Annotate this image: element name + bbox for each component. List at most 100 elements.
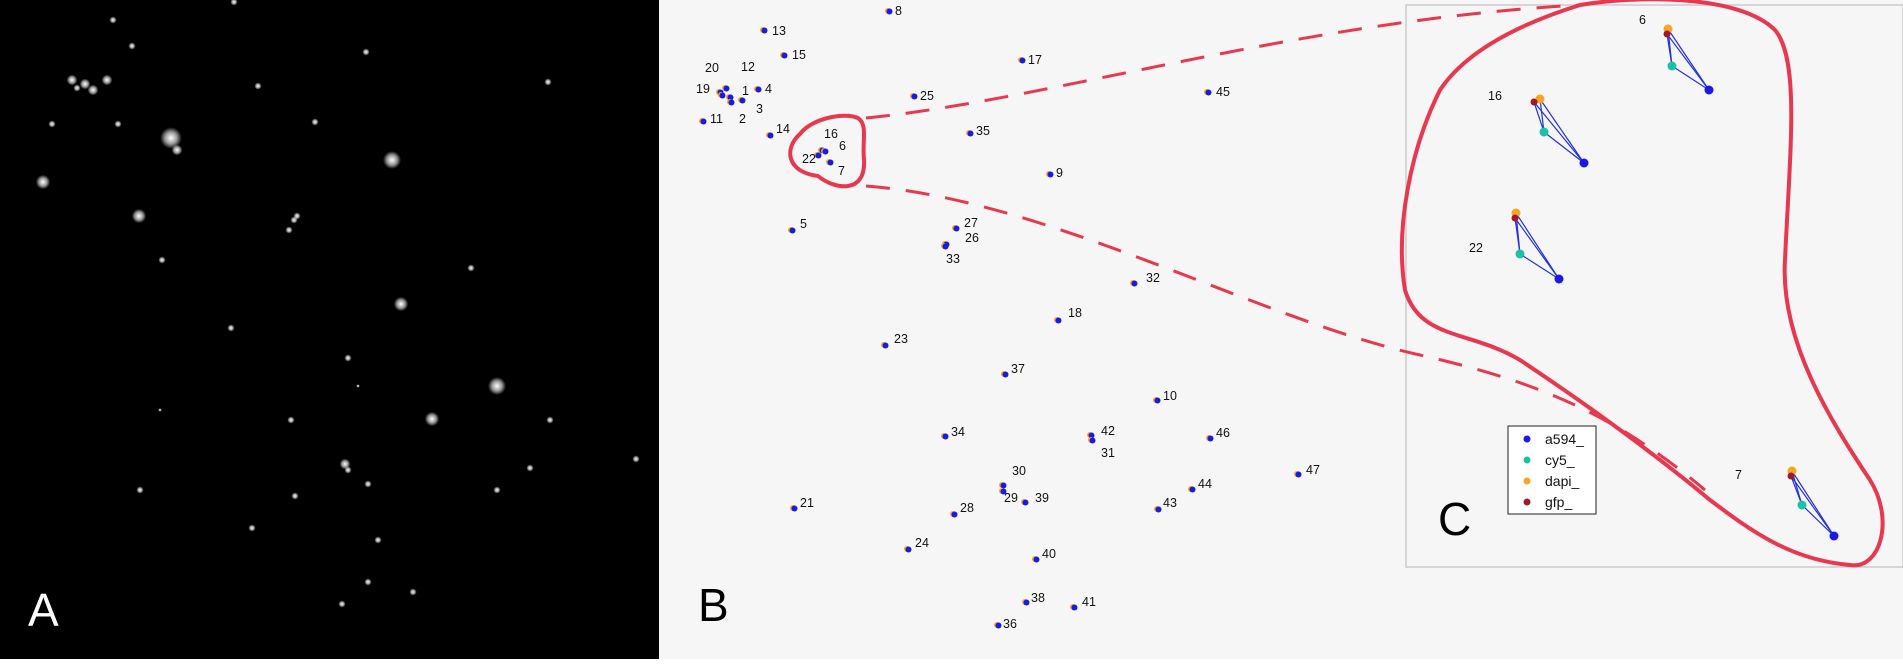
spot-label: 31 bbox=[1101, 446, 1115, 460]
spot-label: 16 bbox=[824, 127, 838, 141]
dot-gfp bbox=[1787, 472, 1795, 480]
spot-label: 1 bbox=[742, 84, 749, 98]
cluster-7: 7 bbox=[1735, 466, 1839, 541]
spot-19: 19 bbox=[696, 82, 726, 99]
cluster-edge bbox=[1666, 33, 1673, 67]
spot-3: 3 bbox=[738, 97, 763, 116]
fluorescent-spot bbox=[344, 466, 352, 474]
spot-dot-a594 bbox=[827, 159, 834, 166]
spot-25: 25 bbox=[910, 89, 934, 103]
cluster-edge bbox=[1533, 101, 1585, 164]
fluorescent-spot bbox=[338, 600, 346, 608]
cluster-label: 22 bbox=[1469, 241, 1483, 255]
spot-10: 10 bbox=[1153, 389, 1177, 404]
spot-dot-a594 bbox=[1154, 397, 1161, 404]
legend-label: dapi_ bbox=[1545, 473, 1579, 489]
dot-cy5 bbox=[1667, 61, 1677, 71]
dot-cy5 bbox=[1797, 500, 1807, 510]
spot-label: 36 bbox=[1003, 617, 1017, 631]
spot-dot-a594 bbox=[723, 85, 730, 92]
spot-label: 9 bbox=[1056, 166, 1063, 180]
spot-36: 36 bbox=[994, 617, 1017, 631]
spot-label: 34 bbox=[951, 425, 965, 439]
panel-label-b: B bbox=[698, 579, 729, 631]
cluster-label: 16 bbox=[1488, 89, 1502, 103]
spot-label: 29 bbox=[1004, 491, 1018, 505]
spot-dot-a594 bbox=[911, 93, 918, 100]
spot-label: 24 bbox=[915, 536, 929, 550]
spot-dot-a594 bbox=[727, 94, 734, 101]
fluorescent-spot bbox=[362, 48, 370, 56]
spot-label: 2 bbox=[739, 112, 746, 126]
spot-dot-a594 bbox=[791, 505, 798, 512]
fluorescent-spot bbox=[493, 486, 501, 494]
spot-37: 37 bbox=[1001, 362, 1025, 378]
spot-dot-a594 bbox=[1131, 280, 1138, 287]
fluorescent-spot bbox=[254, 82, 262, 90]
spot-label: 14 bbox=[776, 122, 790, 136]
spot-label: 20 bbox=[705, 61, 719, 75]
fluorescent-spot bbox=[356, 384, 360, 388]
spot-dot-a594 bbox=[1205, 89, 1212, 96]
spot-27: 27 bbox=[952, 216, 978, 232]
fluorescent-spot bbox=[128, 42, 136, 50]
spot-9: 9 bbox=[1046, 166, 1063, 180]
spot-label: 10 bbox=[1163, 389, 1177, 403]
spot-dot-a594 bbox=[767, 132, 774, 139]
spot-45: 45 bbox=[1204, 85, 1230, 99]
fluorescent-spot bbox=[409, 588, 417, 596]
spot-33: 33 bbox=[941, 243, 960, 266]
fluorescent-spot bbox=[158, 408, 162, 412]
fluorescent-spot bbox=[383, 151, 401, 169]
legend-label: cy5_ bbox=[1545, 452, 1575, 468]
fluorescence-spots-layer bbox=[35, 0, 640, 608]
fluorescent-spot bbox=[131, 208, 147, 224]
cluster-edge bbox=[1519, 253, 1560, 280]
spot-40: 40 bbox=[1032, 547, 1056, 563]
fluorescent-spot bbox=[287, 416, 295, 424]
fluorescent-spot bbox=[73, 84, 81, 92]
spot-15: 15 bbox=[780, 48, 806, 62]
cluster-6: 6 bbox=[1639, 13, 1714, 95]
panel-c-zoom-box bbox=[1405, 4, 1903, 568]
spot-dot-a594 bbox=[1022, 499, 1029, 506]
dot-cy5 bbox=[1539, 127, 1549, 137]
spot-dot-a594 bbox=[1033, 556, 1040, 563]
spot-dot-a594 bbox=[886, 8, 893, 15]
fluorescent-spot bbox=[632, 455, 640, 463]
spot-dot-a594 bbox=[789, 227, 796, 234]
fluorescent-spot bbox=[291, 492, 299, 500]
spot-39: 39 bbox=[1021, 491, 1049, 506]
fluorescent-spot bbox=[101, 74, 113, 86]
spot-18: 18 bbox=[1054, 306, 1082, 324]
fluorescent-spot bbox=[136, 486, 144, 494]
fluorescent-spot bbox=[87, 84, 99, 96]
cluster-label: 6 bbox=[1639, 13, 1646, 27]
spot-label: 26 bbox=[965, 231, 979, 245]
spot-46: 46 bbox=[1206, 426, 1230, 442]
legend-marker bbox=[1523, 456, 1531, 464]
dot-cy5 bbox=[1515, 249, 1525, 259]
cluster-edge bbox=[1667, 28, 1710, 91]
spot-label: 12 bbox=[741, 60, 755, 74]
spot-label: 22 bbox=[802, 152, 816, 166]
fluorescent-spot bbox=[424, 411, 440, 427]
spot-14: 14 bbox=[766, 122, 790, 139]
zoom-outline bbox=[1399, 0, 1885, 568]
spot-35: 35 bbox=[966, 124, 990, 138]
spot-dot-a594 bbox=[905, 546, 912, 553]
fluorescent-spot bbox=[35, 174, 51, 190]
spot-dot-a594 bbox=[942, 433, 949, 440]
spot-1: 1 bbox=[726, 84, 749, 101]
fluorescent-spot bbox=[48, 120, 56, 128]
fluorescent-spot bbox=[374, 536, 382, 544]
spot-label: 38 bbox=[1031, 591, 1045, 605]
spot-dot-a594 bbox=[942, 243, 949, 250]
spot-dot-a594 bbox=[1071, 604, 1078, 611]
fluorescent-spot bbox=[66, 74, 78, 86]
spot-13: 13 bbox=[760, 24, 786, 38]
spot-47: 47 bbox=[1294, 463, 1320, 478]
cluster-edge bbox=[1543, 131, 1585, 164]
spot-dot-a594 bbox=[951, 511, 958, 518]
spot-dot-a594 bbox=[1207, 435, 1214, 442]
